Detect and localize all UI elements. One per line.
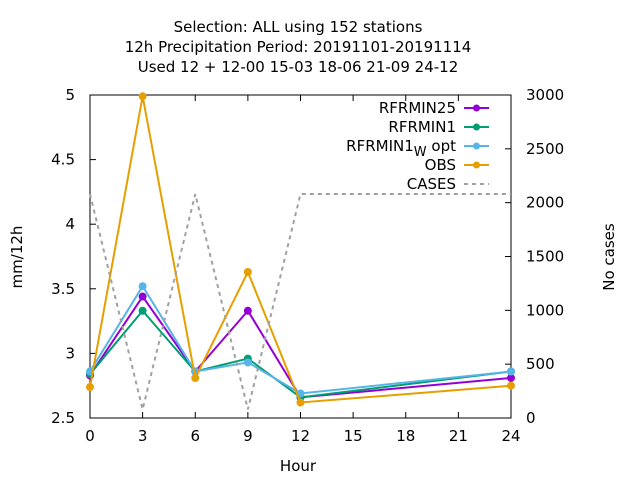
data-point-rfrmin1-2 (243, 358, 252, 367)
axis-ticks: 0 3 6 9 12 15 18 21 24 2.5 3 3.5 4 4.5 5 0 500 1000 1500 20… (51, 86, 564, 445)
x-tick-label: 24 (501, 427, 520, 445)
series-line-obs-3 (89, 96, 512, 404)
data-point-rfrmin1-2 (507, 367, 515, 376)
legend-label: OBS (425, 156, 456, 174)
data-point-obs-3 (86, 382, 94, 391)
x-tick-label: 18 (396, 427, 415, 445)
x-axis-label: Hour (280, 457, 317, 475)
data-point-obs-3 (191, 373, 200, 382)
y-tick-label: 4 (65, 215, 75, 233)
data-point-obs-3 (243, 268, 252, 277)
y2-tick-label: 1500 (526, 248, 564, 266)
data-point-obs-3 (507, 381, 515, 390)
legend-swatch-marker (473, 123, 480, 131)
y-tick-label: 2.5 (51, 409, 75, 427)
series-line-rfrmin25-0 (89, 294, 512, 399)
data-point-rfrmin25-0 (507, 373, 515, 382)
y2-tick-label: 1000 (526, 301, 564, 319)
data-point-rfrmin25-0 (138, 292, 147, 301)
x-tick-label: 3 (138, 427, 148, 445)
legend-swatch-marker (473, 142, 480, 150)
y-tick-label: 4.5 (51, 151, 75, 169)
x-tick-label: 21 (449, 427, 468, 445)
series-line-cases-4 (89, 193, 511, 410)
title-line-2: 12h Precipitation Period: 20191101-20191… (125, 38, 472, 56)
series-line-rfrmin1-2 (89, 284, 512, 395)
legend-swatch-marker (473, 104, 480, 112)
legend-label: RFRMIN25 (379, 99, 456, 117)
y-tick-label: 3.5 (51, 280, 75, 298)
series-line-rfrmin1-1 (89, 309, 512, 399)
title-line-1: Selection: ALL using 152 stations (174, 18, 423, 36)
data-point-obs-3 (296, 398, 305, 407)
y2-tick-label: 0 (526, 409, 536, 427)
data-point-rfrmin25-0 (243, 306, 252, 315)
y2-tick-label: 2000 (526, 194, 564, 212)
data-point-obs-3 (138, 92, 147, 101)
legend-label: RFRMIN1W opt (346, 137, 456, 160)
y-tick-label: 5 (65, 86, 75, 104)
x-tick-label: 12 (291, 427, 310, 445)
y-axis-label: mm/12h (8, 226, 26, 289)
x-tick-label: 15 (344, 427, 363, 445)
x-tick-label: 0 (85, 427, 95, 445)
x-tick-label: 6 (190, 427, 200, 445)
y2-axis-label: No cases (600, 223, 618, 291)
legend-swatch-marker (473, 161, 480, 169)
title-line-3: Used 12 + 12-00 15-03 18-06 21-09 24-12 (138, 58, 459, 76)
y-tick-label: 3 (65, 344, 75, 362)
chart-title: Selection: ALL using 152 stations 12h Pr… (125, 18, 472, 76)
x-tick-label: 9 (243, 427, 253, 445)
legend-label: RFRMIN1 (388, 118, 456, 136)
y2-tick-label: 3000 (526, 86, 564, 104)
data-point-rfrmin1-2 (138, 282, 147, 291)
series-layer (86, 92, 515, 410)
legend-label: CASES (407, 175, 456, 193)
data-point-rfrmin1-1 (138, 306, 147, 315)
y2-tick-label: 2500 (526, 140, 564, 158)
y2-tick-label: 500 (526, 355, 555, 373)
